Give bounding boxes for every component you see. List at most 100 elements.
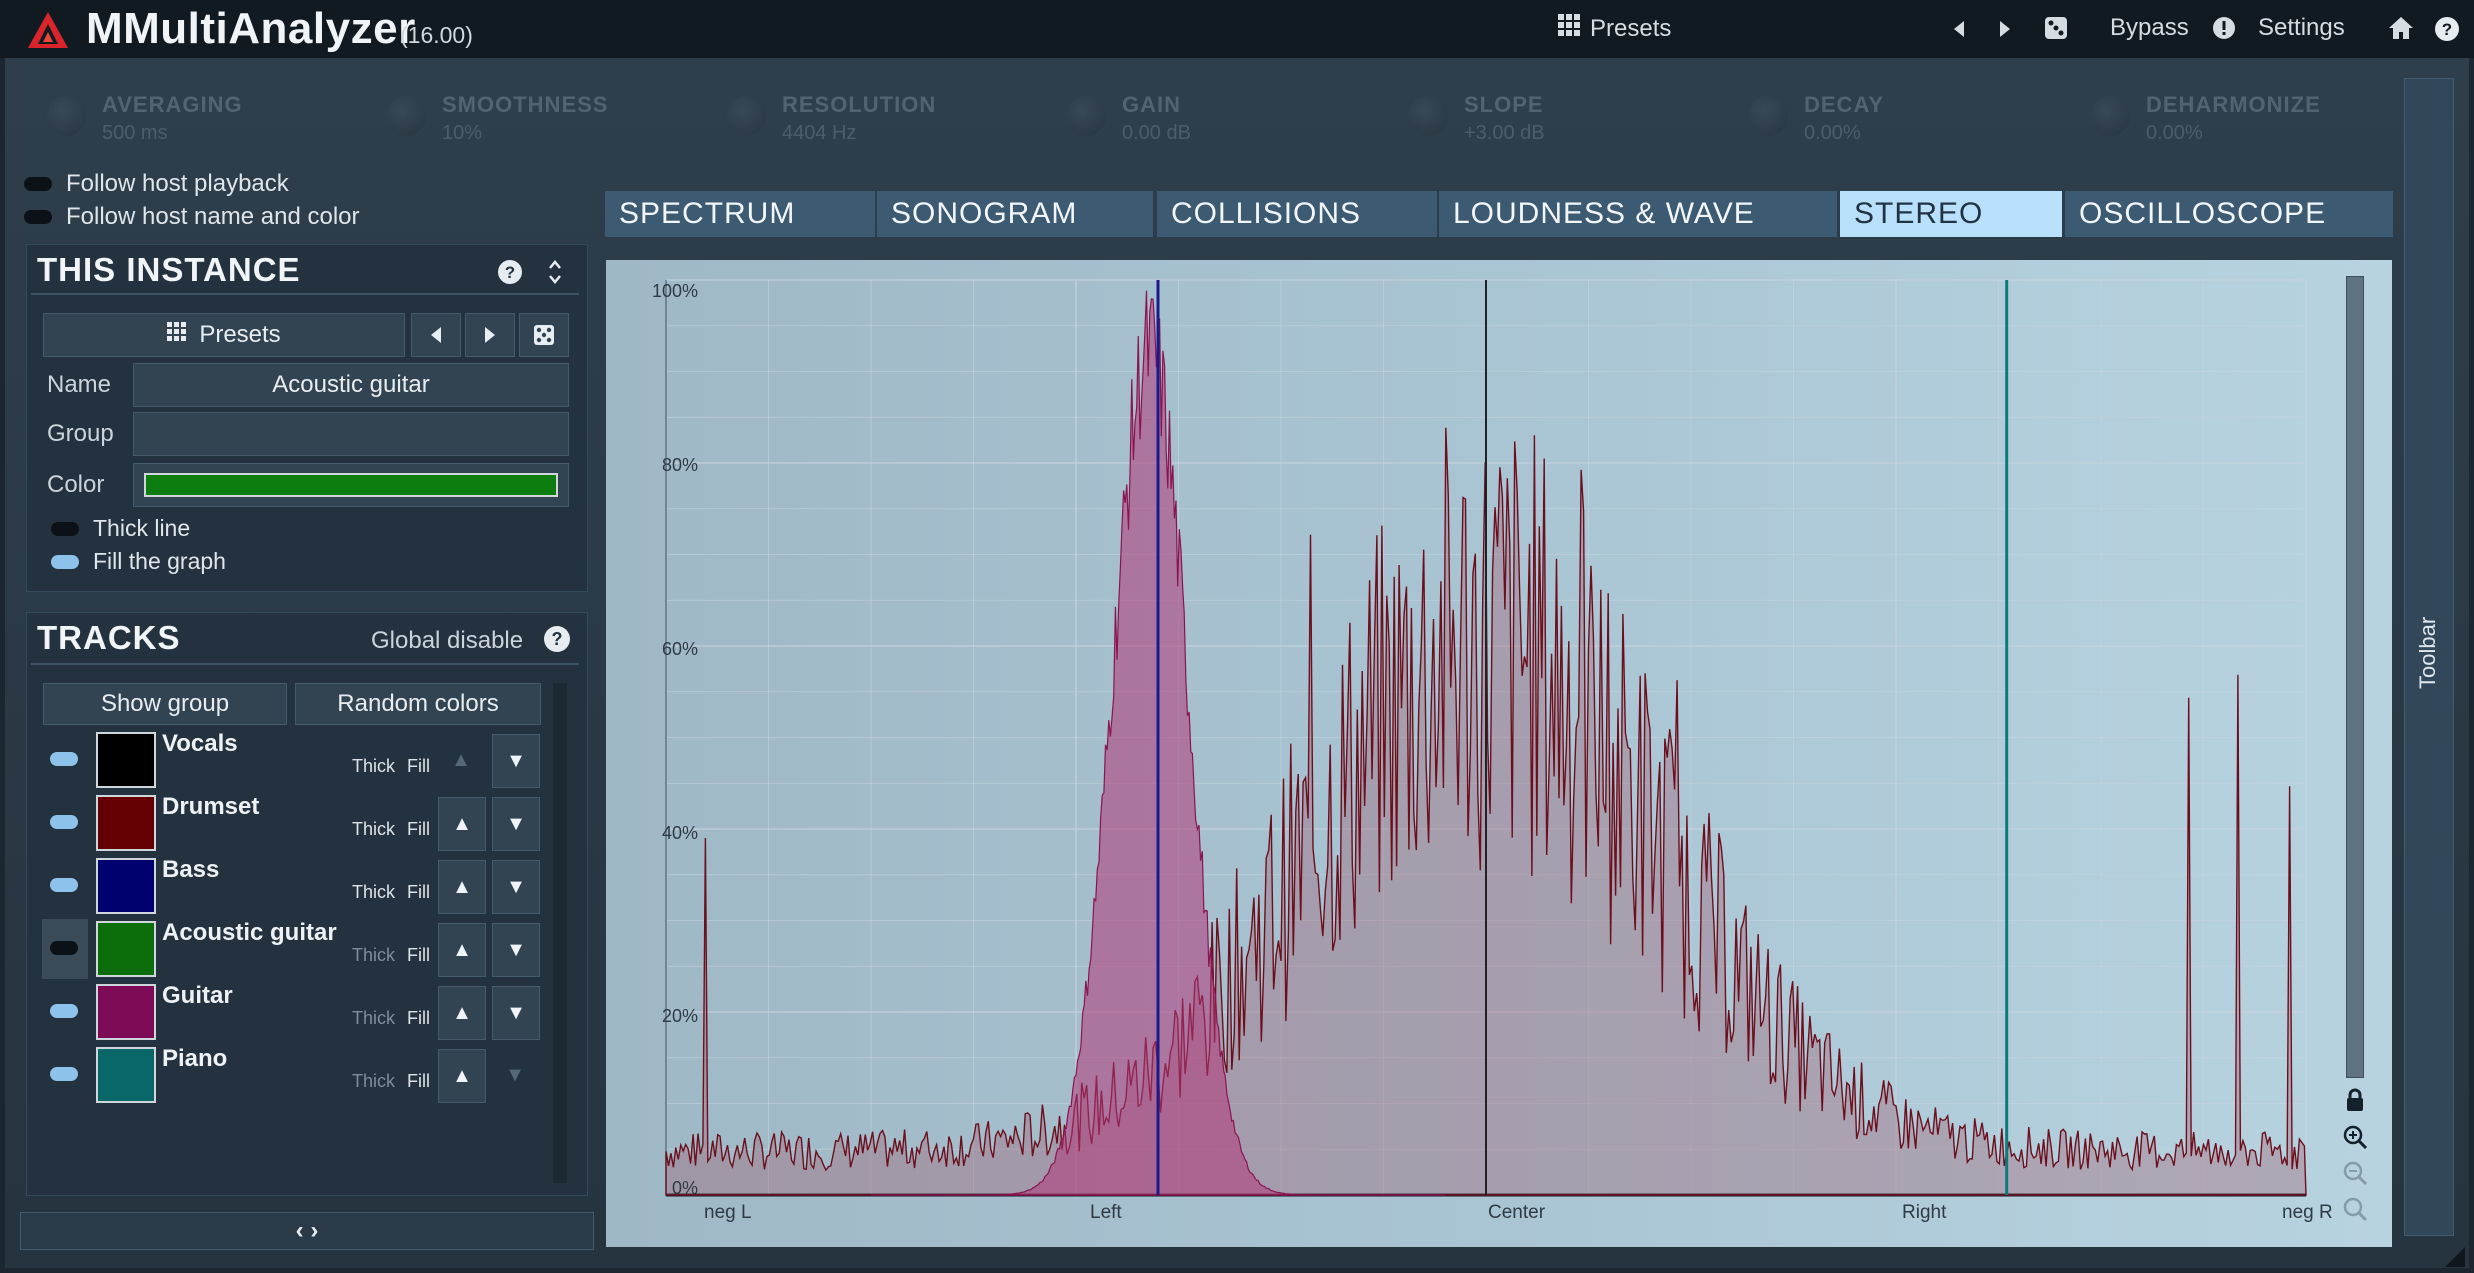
decay-dial[interactable] [1748,96,1788,136]
resolution-dial[interactable] [726,96,766,136]
tracks-scrollbar[interactable] [553,683,567,1183]
instance-prev-preset-icon[interactable] [411,313,461,357]
knob-averaging[interactable]: AVERAGING 500 ms [46,66,376,146]
global-disable-label[interactable]: Global disable [371,627,524,654]
track-thick-label[interactable]: Thick [352,1071,396,1091]
move-up-icon[interactable]: ▲ [438,797,486,851]
tab-loudness-wave[interactable]: LOUDNESS & WAVE [1439,191,1837,237]
random-preset-dice-icon[interactable] [2044,16,2068,45]
track-enable-toggle[interactable] [50,1004,78,1018]
thick-line-toggle[interactable]: Thick line [51,515,190,542]
toggle-switch[interactable] [24,210,52,224]
move-up-icon[interactable]: ▲ [438,986,486,1040]
averaging-dial[interactable] [46,96,86,136]
settings-button[interactable]: Settings [2258,14,2345,41]
tab-sonogram[interactable]: SONOGRAM [877,191,1153,237]
track-fill-label[interactable]: Fill [407,756,430,776]
collapse-chevron-icon[interactable] [547,257,563,292]
zoom-in-icon[interactable] [2342,1124,2368,1155]
track-row-bass[interactable]: Bass Thick Fill ▲ ▼ [40,856,560,916]
lock-icon[interactable] [2344,1088,2366,1117]
follow-name-color-toggle[interactable]: Follow host name and color [24,203,359,231]
move-down-icon[interactable]: ▼ [492,797,540,851]
track-enable-toggle[interactable] [50,941,78,955]
move-down-icon[interactable]: ▼ [492,860,540,914]
knob-smoothness[interactable]: SMOOTHNESS 10% [386,66,716,146]
help-icon[interactable]: ? [2434,16,2460,47]
show-group-button[interactable]: Show group [43,683,287,725]
expand-panel-button[interactable]: ‹ › [20,1212,594,1250]
track-row-acoustic-guitar[interactable]: Acoustic guitar Thick Fill ▲ ▼ [40,919,560,979]
home-icon[interactable] [2388,16,2414,45]
track-color-swatch[interactable] [96,795,156,851]
track-row-guitar[interactable]: Guitar Thick Fill ▲ ▼ [40,982,560,1042]
track-row-drumset[interactable]: Drumset Thick Fill ▲ ▼ [40,793,560,853]
tab-oscilloscope[interactable]: OSCILLOSCOPE [2065,191,2393,237]
move-down-icon[interactable]: ▼ [492,734,540,788]
track-enable-toggle[interactable] [50,752,78,766]
move-up-icon[interactable]: ▲ [438,860,486,914]
resize-grip-icon[interactable] [2444,1246,2466,1273]
group-field[interactable] [133,412,569,456]
stereo-graph[interactable]: 100% 80% 60% 40% 20% 0% neg L Left Cente… [606,260,2392,1247]
instance-random-dice-icon[interactable] [519,313,569,357]
track-enable-toggle[interactable] [50,878,78,892]
random-colors-button[interactable]: Random colors [295,683,541,725]
knob-decay[interactable]: DECAY 0.00% [1748,66,2078,146]
toggle-switch[interactable] [51,554,79,569]
stereo-plot[interactable] [606,260,2392,1247]
move-up-icon[interactable]: ▲ [438,1049,486,1103]
gain-dial[interactable] [1066,96,1106,136]
move-up-icon[interactable]: ▲ [438,923,486,977]
bypass-button[interactable]: Bypass [2110,14,2189,41]
alert-icon[interactable] [2212,16,2236,45]
track-row-piano[interactable]: Piano Thick Fill ▲ ▼ [40,1045,560,1105]
track-thick-label[interactable]: Thick [352,756,396,776]
track-color-swatch[interactable] [96,921,156,977]
move-down-icon[interactable]: ▼ [492,923,540,977]
name-field[interactable]: Acoustic guitar [133,363,569,407]
track-thick-label[interactable]: Thick [352,882,396,902]
next-preset-icon[interactable] [1998,19,2012,44]
knob-slope[interactable]: SLOPE +3.00 dB [1408,66,1738,146]
track-row-vocals[interactable]: Vocals Thick Fill ▲ ▼ [40,730,560,790]
track-enable-toggle[interactable] [50,815,78,829]
track-fill-label[interactable]: Fill [407,882,430,902]
track-fill-label[interactable]: Fill [407,819,430,839]
color-swatch[interactable] [144,473,558,497]
tracks-help-icon[interactable]: ? [543,625,571,658]
tab-stereo[interactable]: STEREO [1840,191,2062,237]
track-color-swatch[interactable] [96,1047,156,1103]
smoothness-dial[interactable] [386,96,426,136]
deharmonize-dial[interactable] [2090,96,2130,136]
track-fill-label[interactable]: Fill [407,1008,430,1028]
knob-deharmonize[interactable]: DEHARMONIZE 0.00% [2090,66,2420,146]
tab-spectrum[interactable]: SPECTRUM [605,191,875,237]
knob-resolution[interactable]: RESOLUTION 4404 Hz [726,66,1056,146]
prev-preset-icon[interactable] [1952,19,1966,44]
toolbar-sidebar[interactable]: Toolbar [2404,78,2454,1236]
toggle-switch[interactable] [51,521,79,536]
track-color-swatch[interactable] [96,984,156,1040]
track-thick-label[interactable]: Thick [352,1008,396,1028]
toggle-switch[interactable] [24,177,52,191]
track-fill-label[interactable]: Fill [407,1071,430,1091]
move-down-icon[interactable]: ▼ [492,986,540,1040]
instance-help-icon[interactable]: ? [497,259,523,290]
color-field[interactable] [133,463,569,507]
slope-dial[interactable] [1408,96,1448,136]
top-presets-button[interactable]: Presets [1558,14,1671,43]
instance-presets-button[interactable]: Presets [43,313,405,357]
knob-gain[interactable]: GAIN 0.00 dB [1066,66,1396,146]
track-color-swatch[interactable] [96,732,156,788]
zoom-scrollbar[interactable] [2346,276,2364,1078]
fill-graph-toggle[interactable]: Fill the graph [51,548,226,575]
instance-next-preset-icon[interactable] [465,313,515,357]
track-enable-toggle[interactable] [50,1067,78,1081]
track-thick-label[interactable]: Thick [352,945,396,965]
tab-collisions[interactable]: COLLISIONS [1157,191,1437,237]
track-thick-label[interactable]: Thick [352,819,396,839]
track-color-swatch[interactable] [96,858,156,914]
track-fill-label[interactable]: Fill [407,945,430,965]
follow-playback-toggle[interactable]: Follow host playback [24,170,289,198]
